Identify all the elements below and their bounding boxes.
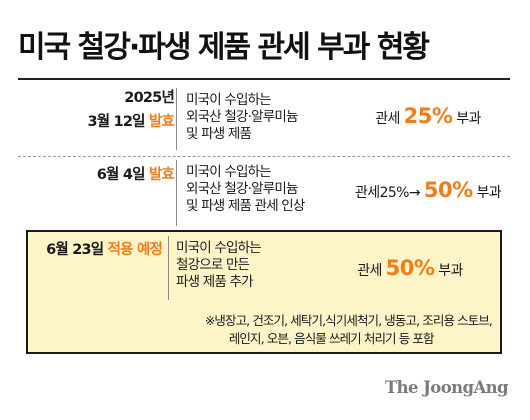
row-status: 적용 예정	[107, 242, 163, 258]
title-divider	[18, 78, 510, 80]
row-date-label: 6월 23일	[46, 242, 104, 258]
footnote-line: 레인지, 오븐, 음식물 쓰레기 처리기 등 포함	[228, 331, 435, 346]
row-description-line: 파생 제품 추가	[176, 274, 254, 290]
row-description: 미국이 수입하는 외국산 철강·알루미늄 및 파생 제품 관세 인상	[186, 164, 305, 215]
row-vertical-divider	[176, 88, 177, 150]
row-description-line: 철강으로 만든	[176, 257, 250, 273]
tariff-suffix: 부과	[438, 263, 463, 279]
row-tariff: 관세25%→ 50% 부과	[346, 178, 510, 202]
tariff-rate: 50%	[385, 256, 435, 280]
row-tariff: 관세 25% 부과	[346, 104, 510, 128]
tariff-prefix: 관세	[375, 111, 400, 127]
tariff-rate: 25%	[403, 104, 453, 128]
row-date: 3월 12일 발효	[87, 112, 174, 133]
page-title: 미국 철강·파생 제품 관세 부과 현황	[18, 30, 430, 65]
tariff-prefix: 관세	[357, 263, 382, 279]
row-description-line: 미국이 수입하는	[176, 240, 262, 256]
row-vertical-divider	[176, 160, 177, 226]
tariff-row-2: 6월 4일 발효 미국이 수입하는 외국산 철강·알루미늄 및 파생 제품 관세…	[18, 160, 510, 228]
row-date: 6월 23일 적용 예정	[46, 240, 163, 261]
upcoming-tariff-box: 6월 23일 적용 예정 미국이 수입하는 철강으로 만든 파생 제품 추가 관…	[26, 230, 502, 354]
tariff-prefix: 관세25%→	[354, 185, 421, 201]
footnote-line: ※냉장고, 건조기, 세탁기,식기세척기, 냉동고, 조리용 스토브,	[204, 313, 493, 328]
row-status: 발효	[148, 167, 175, 183]
footnote: ※냉장고, 건조기, 세탁기,식기세척기, 냉동고, 조리용 스토브, 레인지,…	[204, 312, 493, 348]
row-divider	[18, 156, 510, 157]
publisher-logo: The JoongAng	[384, 378, 509, 397]
row-date-label: 6월 4일	[96, 167, 146, 183]
tariff-suffix: 부과	[456, 111, 481, 127]
row-description-line: 미국이 수입하는	[186, 164, 272, 180]
row-description-line: 외국산 철강·알루미늄	[186, 109, 298, 125]
row-status: 발효	[148, 114, 175, 130]
row-year: 2025년	[124, 90, 174, 106]
tariff-rate: 50%	[423, 178, 473, 202]
row-description-line: 및 파생 제품	[186, 126, 252, 142]
tariff-suffix: 부과	[476, 185, 502, 201]
tariff-row-1: 2025년 3월 12일 발효 미국이 수입하는 외국산 철강·알루미늄 및 파…	[18, 82, 510, 154]
row-description-line: 외국산 철강·알루미늄	[186, 181, 298, 197]
row-date-label: 3월 12일	[87, 114, 145, 130]
row-vertical-divider	[168, 236, 169, 300]
row-description: 미국이 수입하는 외국산 철강·알루미늄 및 파생 제품	[186, 92, 298, 143]
row-date: 6월 4일 발효	[96, 165, 175, 186]
row-description-line: 및 파생 제품 관세 인상	[186, 198, 305, 214]
row-description-line: 미국이 수입하는	[186, 92, 272, 108]
row-description: 미국이 수입하는 철강으로 만든 파생 제품 추가	[176, 240, 262, 291]
row-tariff: 관세 50% 부과	[328, 256, 492, 280]
